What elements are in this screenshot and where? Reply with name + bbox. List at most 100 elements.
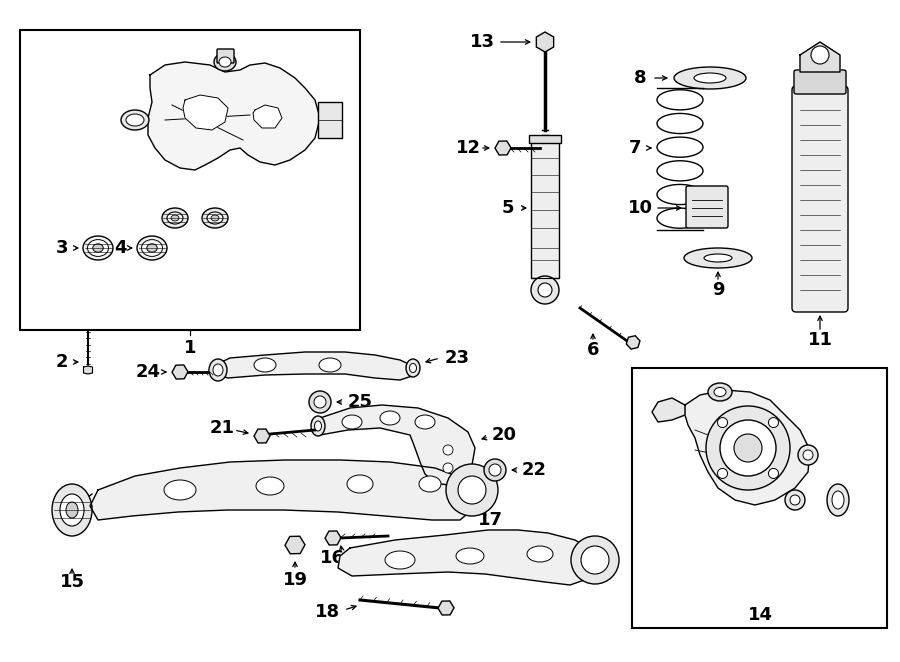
Circle shape [706,406,790,490]
Text: 23: 23 [445,349,470,367]
Text: 3: 3 [56,239,68,257]
Ellipse shape [342,415,362,429]
Ellipse shape [254,358,276,372]
Text: 22: 22 [522,461,547,479]
Ellipse shape [406,359,420,377]
Text: 15: 15 [59,573,85,591]
Circle shape [458,476,486,504]
Ellipse shape [66,502,78,518]
Text: 1: 1 [184,339,196,357]
Ellipse shape [694,73,726,83]
Text: 24: 24 [136,363,160,381]
Text: 8: 8 [634,69,646,87]
Ellipse shape [714,387,726,397]
Ellipse shape [319,358,341,372]
Text: 7: 7 [629,139,641,157]
Polygon shape [84,366,93,374]
Text: 17: 17 [478,511,502,529]
Text: 18: 18 [315,603,340,621]
Text: 21: 21 [210,419,235,437]
Ellipse shape [207,212,223,224]
Polygon shape [90,460,475,520]
Ellipse shape [456,548,484,564]
Polygon shape [652,398,685,422]
Ellipse shape [213,364,223,376]
Text: 11: 11 [807,331,833,349]
Polygon shape [685,390,810,505]
Ellipse shape [137,236,167,260]
Circle shape [484,459,506,481]
Circle shape [538,283,552,297]
Text: 12: 12 [455,139,481,157]
Text: 2: 2 [56,353,68,371]
Ellipse shape [87,240,109,256]
Ellipse shape [83,236,113,260]
Ellipse shape [832,491,844,509]
FancyBboxPatch shape [217,49,234,63]
Text: 19: 19 [283,571,308,589]
Ellipse shape [121,110,149,130]
Polygon shape [183,95,228,130]
Bar [20,30,360,330]
Circle shape [443,463,453,473]
Ellipse shape [141,240,163,256]
Ellipse shape [171,215,179,221]
Ellipse shape [419,476,441,492]
Ellipse shape [311,416,325,436]
Circle shape [446,464,498,516]
Circle shape [443,445,453,455]
Bar [632,368,887,628]
Polygon shape [338,530,600,585]
Text: 20: 20 [492,426,517,444]
FancyBboxPatch shape [794,70,846,94]
Ellipse shape [164,480,196,500]
Ellipse shape [162,208,188,228]
Text: 5: 5 [502,199,514,217]
Text: 13: 13 [470,33,495,51]
Polygon shape [148,62,320,170]
Circle shape [803,450,813,460]
Ellipse shape [704,254,732,262]
Ellipse shape [347,475,373,493]
Text: 6: 6 [587,341,599,359]
Bar [531,138,559,278]
Circle shape [785,490,805,510]
Circle shape [571,536,619,584]
Text: 14: 14 [748,606,772,624]
Circle shape [769,469,778,479]
FancyBboxPatch shape [686,186,728,228]
Circle shape [314,396,326,408]
Text: 25: 25 [348,393,373,411]
Text: 4: 4 [113,239,126,257]
Ellipse shape [126,114,144,126]
Ellipse shape [202,208,228,228]
Circle shape [581,546,609,574]
Circle shape [798,445,818,465]
Ellipse shape [93,244,104,252]
Ellipse shape [147,244,158,252]
Ellipse shape [827,484,849,516]
Circle shape [811,46,829,64]
Circle shape [531,276,559,304]
Polygon shape [215,352,415,380]
Text: 10: 10 [627,199,652,217]
Circle shape [717,469,727,479]
Ellipse shape [527,546,553,562]
Ellipse shape [60,494,84,526]
Polygon shape [800,42,840,72]
Circle shape [489,464,501,476]
Polygon shape [312,405,475,485]
Text: 9: 9 [712,281,724,299]
Ellipse shape [214,53,236,71]
FancyBboxPatch shape [792,86,848,312]
Ellipse shape [410,363,417,373]
Ellipse shape [708,383,732,401]
Ellipse shape [684,248,752,268]
Circle shape [309,391,331,413]
Circle shape [790,495,800,505]
Ellipse shape [52,484,92,536]
Ellipse shape [314,421,321,431]
Ellipse shape [415,415,435,429]
Ellipse shape [674,67,746,89]
Circle shape [720,420,776,476]
